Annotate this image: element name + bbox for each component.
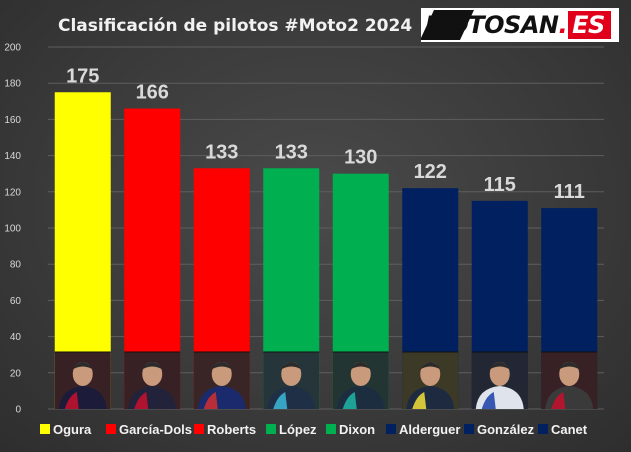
rider-cap [141,362,164,370]
legend-label: García-Dols [119,422,192,437]
legend-swatch [464,424,474,434]
y-tick-label: 200 [4,43,21,54]
rider-face [559,362,580,386]
legend-label: Roberts [207,422,256,437]
legend-swatch [538,424,548,434]
legend-label: Dixon [339,422,375,437]
legend-item: Ogura [40,422,92,437]
y-tick-label: 100 [4,224,21,235]
data-labels: 175 166 133 133 130 122 115 111 [66,65,585,203]
y-tick-label: 40 [10,332,22,343]
legend-swatch [326,424,336,434]
y-tick-label: 180 [4,79,21,90]
rider-face [350,362,371,386]
logo-text: MOTOSAN. ES [425,11,611,39]
logo-dot: . [558,11,568,39]
rider-photo [402,351,459,409]
rider-face [489,362,510,386]
y-tick-label: 140 [4,151,21,162]
rider-photo [541,351,598,409]
rider-photo [54,351,111,409]
rider-face [281,362,302,386]
y-tick-label: 60 [10,296,22,307]
legend-item: Alderguer [386,422,460,437]
rider-suit-stripe [134,392,149,409]
rider-suit-stripe [64,392,79,409]
legend-item: Dixon [326,422,375,437]
legend-item: Canet [538,422,588,437]
legend-label: Alderguer [399,422,460,437]
rider-photo [332,351,389,409]
legend-item: González [464,422,535,437]
rider-suit-stripe [203,392,218,409]
rider-photo [193,351,250,409]
y-axis: 0 20 40 60 80 100 120 140 160 180 200 [4,43,21,416]
rider-photo [124,351,181,409]
rider-cap [210,362,233,370]
data-label: 111 [554,181,585,203]
legend-item: Roberts [194,422,256,437]
y-tick-label: 160 [4,115,21,126]
data-label: 175 [66,65,99,87]
rider-cap [280,362,303,370]
data-label: 133 [205,141,238,163]
rider-suit-stripe [273,392,288,409]
data-label: 122 [414,161,447,183]
rider-suit-stripe [481,392,496,409]
rider-cap [349,362,372,370]
chart-title: Clasificación de pilotos #Moto2 2024 [58,16,413,36]
rider-photo [471,351,528,409]
rider-photo [263,351,320,409]
data-label: 133 [275,141,308,163]
legend-label: Ogura [53,422,92,437]
data-label: 166 [136,82,169,104]
rider-suit-stripe [551,392,566,409]
legend-swatch [106,424,116,434]
legend-swatch [40,424,50,434]
y-tick-label: 80 [10,260,22,271]
rider-face [420,362,441,386]
rider-suit-stripe [342,392,357,409]
motosan-logo: MOTOSAN. ES [421,8,619,42]
data-label: 115 [484,174,516,196]
y-tick-label: 20 [10,368,22,379]
legend-label: González [477,422,535,437]
rider-suit-stripe [412,392,427,409]
rider-cap [71,362,94,370]
data-label: 130 [344,147,377,169]
rider-cap [419,362,442,370]
rider-face [142,362,163,386]
rider-photos [54,351,598,409]
legend: Ogura García-Dols Roberts López Dixon Aldergu… [40,422,588,437]
legend-swatch [386,424,396,434]
logo-tld: ES [568,11,611,39]
y-tick-label: 120 [4,187,21,198]
legend-label: López [279,422,317,437]
rider-cap [488,362,511,370]
rider-cap [558,362,581,370]
rider-face [72,362,93,386]
legend-label: Canet [551,422,588,437]
legend-swatch [194,424,204,434]
legend-item: López [266,422,317,437]
rider-face [211,362,232,386]
logo-word: MOTOSAN [425,11,559,39]
y-tick-label: 0 [15,405,21,416]
legend-item: García-Dols [106,422,192,437]
legend-swatch [266,424,276,434]
